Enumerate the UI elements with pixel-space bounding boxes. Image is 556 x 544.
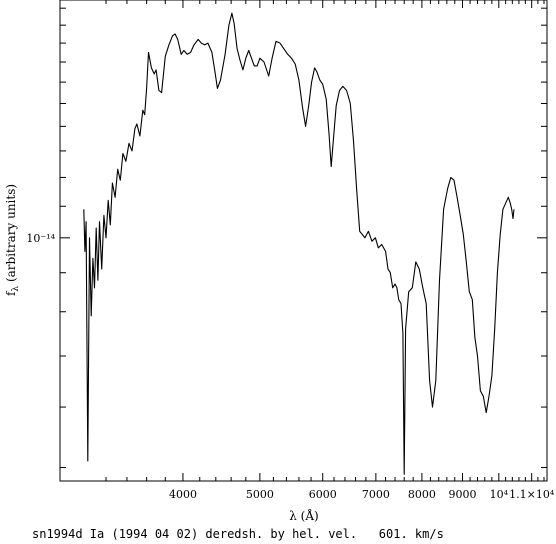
axis-tick-labels: 4000 5000 6000 7000 8000 9000 10⁴ 1.1×10⁴ 10⁻¹⁴ xyxy=(26,232,554,501)
x-tick-label: 4000 xyxy=(169,488,197,501)
plot-frame xyxy=(59,0,548,482)
x-tick-label: 8000 xyxy=(408,488,436,501)
x-tick-label: 9000 xyxy=(449,488,477,501)
axis-ticks xyxy=(60,0,547,481)
x-tick-label: 6000 xyxy=(309,488,337,501)
spectrum-caption: sn1994d Ia (1994 04 02) deredsh. by hel.… xyxy=(32,527,444,541)
x-tick-label: 7000 xyxy=(362,488,390,501)
x-tick-label: 1.1×10⁴ xyxy=(509,488,555,501)
x-axis-label: λ (Å) xyxy=(289,508,318,523)
spectrum-series-line xyxy=(83,12,515,475)
y-tick-label: 10⁻¹⁴ xyxy=(26,232,55,245)
x-tick-label: 10⁴ xyxy=(490,488,509,501)
y-axis-label: fλ (arbitrary units) xyxy=(4,184,21,296)
x-tick-label: 5000 xyxy=(246,488,274,501)
